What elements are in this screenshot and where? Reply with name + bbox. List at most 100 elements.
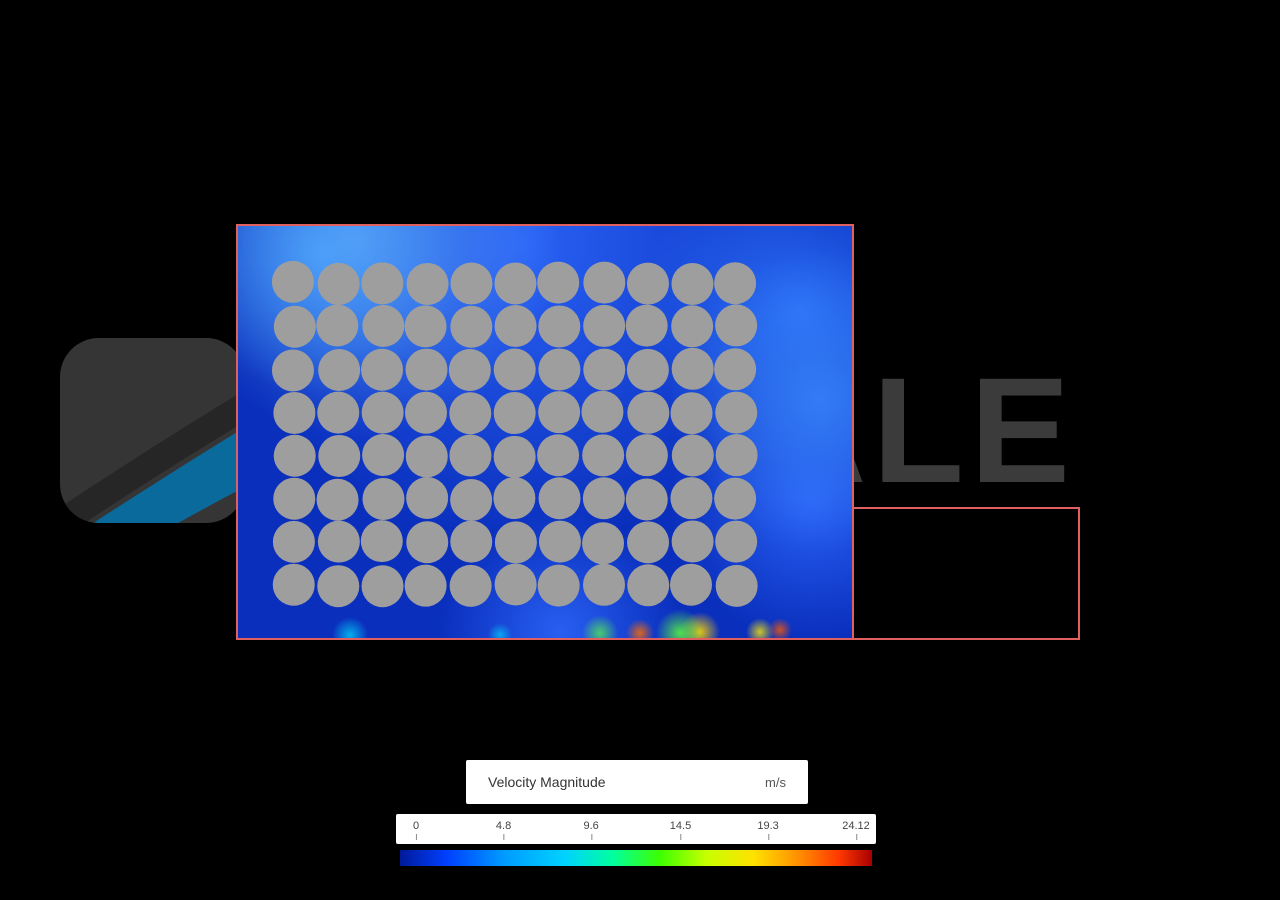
pipe-circle: [538, 305, 580, 347]
pipe-circle: [627, 564, 669, 606]
stage: SIMSCALE Velocity Magnitude m/s 04.89.61…: [0, 0, 1280, 900]
pipe-circle: [495, 305, 537, 347]
pipe-circle: [582, 522, 624, 564]
pipe-circle: [715, 392, 757, 434]
pipe-circle: [671, 263, 713, 305]
pipe-circle: [274, 306, 316, 348]
pipe-circle: [714, 478, 756, 520]
pipe-circle: [582, 434, 624, 476]
pipe-circle: [671, 305, 713, 347]
pipe-circle: [318, 435, 360, 477]
pipe-circle: [361, 262, 403, 304]
pipe-circle: [317, 392, 359, 434]
pipe-circle: [272, 349, 314, 391]
pipe-circle: [672, 434, 714, 476]
pipe-circle: [583, 262, 625, 304]
pipe-circle: [273, 521, 315, 563]
pipe-circle: [494, 349, 536, 391]
pipe-circle: [273, 478, 315, 520]
legend-gradient-bar: [400, 850, 872, 866]
pipe-circle: [627, 263, 669, 305]
pipe-circle: [362, 392, 404, 434]
pipe-circle: [583, 305, 625, 347]
pipe-circle: [495, 521, 537, 563]
pipe-circle: [626, 305, 668, 347]
pipe-circle: [318, 263, 360, 305]
pipe-circle: [272, 261, 314, 303]
legend-ticks: 0 4.8 9.6 14.5 19.3 24.12: [400, 820, 872, 838]
pipe-circle: [316, 305, 358, 347]
pipe-circle: [405, 392, 447, 434]
pipe-circle: [583, 564, 625, 606]
pipe-circle: [494, 263, 536, 305]
pipe-circle: [714, 348, 756, 390]
pipe-circle: [362, 565, 404, 607]
pipe-circle: [715, 304, 757, 346]
legend-title-panel: Velocity Magnitude m/s: [466, 760, 808, 804]
pipe-circle: [318, 521, 360, 563]
pipe-circle: [450, 262, 492, 304]
pipe-circle: [670, 564, 712, 606]
pipe-circle: [449, 349, 491, 391]
pipe-circle: [405, 565, 447, 607]
pipe-circle: [672, 520, 714, 562]
legend-title-box: Velocity Magnitude m/s: [466, 760, 808, 804]
pipe-circle: [406, 477, 448, 519]
pipe-circle: [716, 565, 758, 607]
pipe-circle: [450, 565, 492, 607]
pipe-circle: [406, 521, 448, 563]
pipe-circle: [406, 349, 448, 391]
pipe-circle: [538, 348, 580, 390]
pipe-circle: [581, 391, 623, 433]
pipe-circle: [273, 392, 315, 434]
pipe-circle: [361, 349, 403, 391]
pipe-circle: [494, 392, 536, 434]
pipe-circle: [274, 435, 316, 477]
legend-tick-label: 19.3: [757, 820, 778, 832]
legend-tick-label: 9.6: [583, 820, 598, 832]
pipe-circle: [318, 349, 360, 391]
pipe-circle: [449, 392, 491, 434]
pipe-circle: [716, 434, 758, 476]
pipe-circle: [273, 564, 315, 606]
pipe-circle: [539, 477, 581, 519]
legend-tick-label: 14.5: [670, 820, 691, 832]
legend-unit-label: m/s: [765, 775, 790, 790]
pipe-circle: [627, 392, 669, 434]
pipe-circle: [627, 521, 669, 563]
pipe-circle: [450, 521, 492, 563]
pipe-circle: [715, 521, 757, 563]
legend-tick-label: 24.12: [842, 820, 870, 832]
pipe-circle: [627, 349, 669, 391]
pipe-circle: [537, 434, 579, 476]
pipe-circle: [450, 306, 492, 348]
pipe-circle: [362, 434, 404, 476]
pipe-circle: [317, 479, 359, 521]
pipe-circle: [493, 477, 535, 519]
legend-tick-label: 0: [413, 820, 419, 832]
pipe-circle: [362, 478, 404, 520]
legend-tick-label: 4.8: [496, 820, 511, 832]
pipe-circle: [537, 262, 579, 304]
pipe-circle: [317, 565, 359, 607]
legend-scale-panel: 0 4.8 9.6 14.5 19.3 24.12: [396, 814, 876, 866]
pipe-circle: [407, 263, 449, 305]
pipe-circle: [538, 391, 580, 433]
legend-variable-label: Velocity Magnitude: [488, 774, 606, 790]
pipe-circle: [539, 521, 581, 563]
pipe-circle: [405, 305, 447, 347]
pipe-circle: [362, 305, 404, 347]
pipe-circle: [714, 262, 756, 304]
pipe-circle: [671, 392, 713, 434]
pipe-circle: [583, 349, 625, 391]
pipe-circle: [361, 520, 403, 562]
pipe-circle: [538, 565, 580, 607]
pipe-circle: [406, 435, 448, 477]
pipe-circle: [449, 435, 491, 477]
pipe-circle: [670, 477, 712, 519]
pipe-circle: [583, 477, 625, 519]
pipe-circle: [495, 563, 537, 605]
pipe-circle: [450, 479, 492, 521]
pipe-circle: [626, 479, 668, 521]
pipe-circle: [626, 434, 668, 476]
